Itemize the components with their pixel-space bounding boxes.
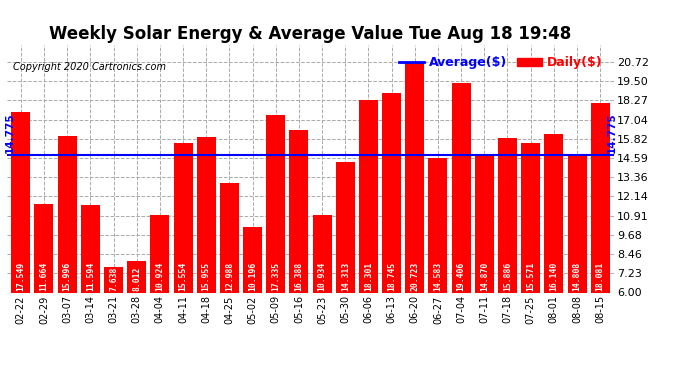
Text: 15.955: 15.955 (201, 262, 210, 291)
Text: 14.808: 14.808 (573, 262, 582, 291)
Legend: Average($), Daily($): Average($), Daily($) (394, 51, 608, 74)
Bar (243, 227, 262, 292)
Bar (498, 138, 517, 292)
Bar (127, 261, 146, 292)
Bar (544, 134, 563, 292)
Text: 19.406: 19.406 (457, 262, 466, 291)
Text: 14.870: 14.870 (480, 262, 489, 291)
Bar (591, 103, 610, 292)
Text: 7.638: 7.638 (109, 267, 118, 291)
Bar (382, 93, 401, 292)
Bar (428, 158, 448, 292)
Bar (173, 143, 193, 292)
Bar (475, 153, 494, 292)
Text: 16.140: 16.140 (549, 262, 558, 291)
Bar (521, 142, 540, 292)
Bar (266, 115, 285, 292)
Text: 16.388: 16.388 (295, 262, 304, 291)
Bar (58, 136, 77, 292)
Text: 17.335: 17.335 (271, 262, 280, 291)
Bar (359, 100, 378, 292)
Bar (289, 130, 308, 292)
Text: 10.934: 10.934 (317, 262, 326, 291)
Bar (11, 112, 30, 292)
Text: 18.301: 18.301 (364, 262, 373, 291)
Text: 14.775: 14.775 (607, 113, 617, 153)
Text: 18.081: 18.081 (595, 262, 604, 291)
Bar (81, 205, 100, 292)
Text: 18.745: 18.745 (387, 262, 396, 291)
Text: 14.583: 14.583 (433, 262, 442, 291)
Text: 12.988: 12.988 (225, 262, 234, 291)
Text: 15.886: 15.886 (503, 262, 512, 291)
Text: 15.996: 15.996 (63, 262, 72, 291)
Bar (150, 215, 169, 292)
Text: 20.723: 20.723 (411, 262, 420, 291)
Text: 10.196: 10.196 (248, 262, 257, 291)
Text: 11.664: 11.664 (39, 262, 48, 291)
Text: 15.554: 15.554 (179, 262, 188, 291)
Bar (313, 215, 332, 292)
Bar (567, 154, 586, 292)
Bar (336, 162, 355, 292)
Bar (405, 62, 424, 292)
Text: 14.775: 14.775 (5, 113, 15, 153)
Text: 10.924: 10.924 (155, 262, 164, 291)
Bar (452, 82, 471, 292)
Title: Weekly Solar Energy & Average Value Tue Aug 18 19:48: Weekly Solar Energy & Average Value Tue … (50, 26, 571, 44)
Bar (197, 136, 216, 292)
Bar (34, 204, 54, 292)
Text: Copyright 2020 Cartronics.com: Copyright 2020 Cartronics.com (13, 62, 166, 72)
Text: 8.012: 8.012 (132, 267, 141, 291)
Text: 11.594: 11.594 (86, 262, 95, 291)
Bar (104, 267, 123, 292)
Text: 17.549: 17.549 (17, 262, 26, 291)
Text: 14.313: 14.313 (341, 262, 350, 291)
Text: 15.571: 15.571 (526, 262, 535, 291)
Bar (220, 183, 239, 292)
